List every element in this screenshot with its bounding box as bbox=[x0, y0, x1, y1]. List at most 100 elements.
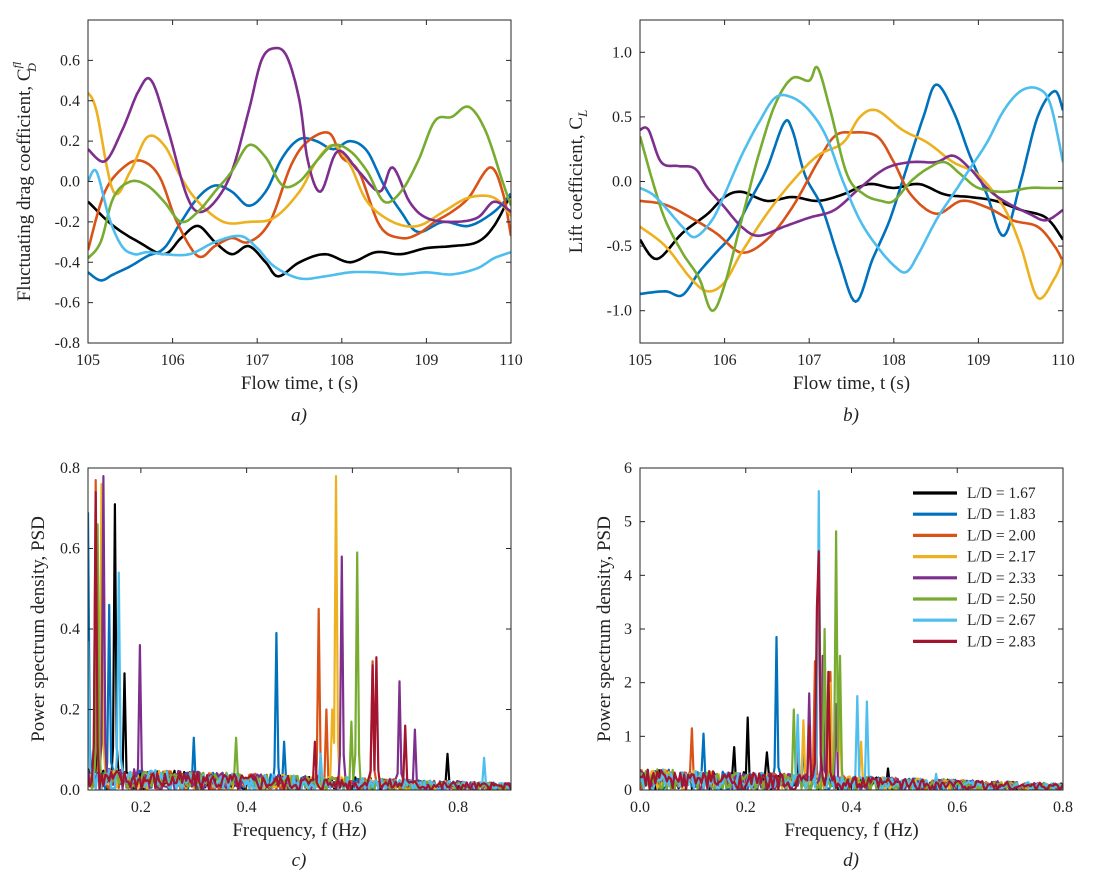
legend-entry-label: L/D = 1.83 bbox=[967, 506, 1036, 523]
y-tick-label: 5 bbox=[624, 514, 632, 531]
legend-entry-label: L/D = 2.17 bbox=[967, 549, 1036, 566]
y-tick-label: 0.5 bbox=[612, 109, 632, 126]
y-tick-label: 6 bbox=[624, 460, 632, 477]
y-tick-label: 1 bbox=[624, 728, 632, 745]
y-tick-label: 4 bbox=[624, 567, 632, 584]
x-tick-label: 110 bbox=[1051, 352, 1074, 369]
series-line-233 bbox=[640, 126, 1063, 238]
y-tick-label: 0 bbox=[624, 782, 632, 799]
series-line-217 bbox=[88, 91, 511, 228]
panel-a: 105 106 107 108 109 110 -0.8 -0.6 -0.4 -0.2 0.0 0.2… bbox=[10, 19, 523, 426]
y-tick-label: 1.0 bbox=[612, 44, 632, 61]
x-tick-label: 108 bbox=[882, 352, 906, 369]
plot-area bbox=[88, 475, 511, 790]
series-line-233 bbox=[640, 654, 1063, 790]
series-line-200 bbox=[640, 660, 1063, 790]
series-line-250 bbox=[640, 65, 1063, 312]
panel-label: b) bbox=[843, 405, 859, 426]
x-axis-label: Flow time, t (s) bbox=[241, 373, 358, 394]
x-tick-label: 109 bbox=[966, 352, 990, 369]
legend-entry-label: L/D = 2.67 bbox=[967, 612, 1036, 629]
y-tick-label: 0.8 bbox=[60, 460, 80, 477]
x-tick-label: 107 bbox=[245, 352, 269, 369]
x-axis-label: Frequency, f (Hz) bbox=[784, 820, 918, 841]
series-line-183 bbox=[640, 83, 1063, 303]
x-tick-label: 105 bbox=[76, 352, 100, 369]
series-line-233 bbox=[88, 475, 511, 790]
x-tick-label: 0.2 bbox=[131, 799, 151, 816]
x-tick-label: 109 bbox=[414, 352, 438, 369]
legend-entry-label: L/D = 1.67 bbox=[967, 485, 1036, 502]
plot-area bbox=[88, 46, 511, 282]
y-tick-label: 0.2 bbox=[60, 133, 80, 150]
x-axis-label: Flow time, t (s) bbox=[793, 373, 910, 394]
legend-entry-label: L/D = 2.00 bbox=[967, 527, 1036, 544]
y-tick-label: 0.4 bbox=[60, 621, 80, 638]
y-axis-label: Power spectrum density, PSD bbox=[28, 516, 49, 742]
x-axis-label: Frequency, f (Hz) bbox=[232, 820, 366, 841]
legend-entry-label: L/D = 2.33 bbox=[967, 570, 1036, 587]
legend-entry-label: L/D = 2.50 bbox=[967, 591, 1036, 608]
legend-box bbox=[905, 478, 1057, 658]
series-line-167 bbox=[88, 503, 511, 790]
series-line-217 bbox=[640, 108, 1063, 301]
y-tick-label: -0.2 bbox=[55, 214, 80, 231]
x-tick-label: 105 bbox=[628, 352, 652, 369]
plot-area bbox=[640, 490, 1063, 790]
series-line-183 bbox=[88, 136, 511, 282]
x-tick-label: 0.0 bbox=[630, 799, 650, 816]
series-line-233 bbox=[88, 46, 511, 224]
x-tick-label: 106 bbox=[713, 352, 737, 369]
x-tick-label: 0.4 bbox=[842, 799, 862, 816]
panel-c: 0.2 0.4 0.6 0.8 0.0 0.2 0.4 0.6 0.8 Frequency, f … bbox=[28, 460, 512, 871]
y-tick-label: -0.8 bbox=[55, 335, 80, 352]
series-line-250 bbox=[88, 523, 511, 790]
panel-d: 0.0 0.2 0.4 0.6 0.8 0 1 2 3 4 5 6 Frequency, f (Hz) P… bbox=[594, 460, 1073, 871]
axes-frame bbox=[87, 467, 512, 791]
x-tick-label: 0.6 bbox=[342, 799, 362, 816]
y-tick-label: 0.0 bbox=[60, 782, 80, 799]
y-tick-label: 0.0 bbox=[612, 174, 632, 191]
y-tick-label: 0.6 bbox=[60, 541, 80, 558]
legend: L/D = 1.67 L/D = 1.83 L/D = 2.00 L/D = 2.17… bbox=[905, 478, 1057, 658]
series-line-183 bbox=[88, 512, 511, 790]
x-tick-label: 0.4 bbox=[237, 799, 257, 816]
series-line-200 bbox=[88, 131, 511, 259]
y-tick-label: 2 bbox=[624, 675, 632, 692]
series-line-250 bbox=[88, 105, 511, 260]
x-tick-label: 0.6 bbox=[947, 799, 967, 816]
panel-label: a) bbox=[291, 405, 307, 426]
y-tick-label: -0.5 bbox=[607, 238, 632, 255]
panel-b: 105 106 107 108 109 110 -1.0 -0.5 0.0 0.5 1.0 Flow … bbox=[566, 19, 1075, 426]
y-tick-label: 0.6 bbox=[60, 52, 80, 69]
y-tick-label: -0.6 bbox=[55, 295, 80, 312]
series-line-200 bbox=[640, 131, 1063, 263]
series-line-283 bbox=[640, 550, 1063, 790]
plot-area bbox=[640, 65, 1063, 312]
series-line-217 bbox=[88, 475, 511, 790]
series-line-267 bbox=[640, 86, 1063, 274]
x-tick-label: 0.2 bbox=[736, 799, 756, 816]
y-axis-label: Power spectrum density, PSD bbox=[594, 516, 615, 742]
series-line-267 bbox=[88, 168, 511, 281]
panel-label: d) bbox=[843, 850, 859, 871]
y-tick-label: 0.4 bbox=[60, 93, 80, 110]
y-axis-label: Fluctuating drag coefficient, CflD bbox=[10, 61, 39, 301]
series-line-167 bbox=[640, 182, 1063, 261]
y-tick-label: 0.0 bbox=[60, 174, 80, 191]
x-tick-label: 108 bbox=[330, 352, 354, 369]
x-tick-label: 106 bbox=[161, 352, 185, 369]
series-line-200 bbox=[88, 479, 511, 790]
x-tick-label: 107 bbox=[797, 352, 821, 369]
x-tick-label: 0.8 bbox=[448, 799, 468, 816]
series-line-183 bbox=[640, 635, 1063, 790]
y-tick-label: 3 bbox=[624, 621, 632, 638]
legend-entry-label: L/D = 2.83 bbox=[967, 633, 1036, 650]
y-axis-label: Lift coefficient, CL bbox=[566, 110, 590, 254]
y-tick-label: 0.2 bbox=[60, 702, 80, 719]
y-tick-label: -1.0 bbox=[607, 303, 632, 320]
y-tick-label: -0.4 bbox=[55, 254, 80, 271]
series-line-283 bbox=[88, 491, 511, 790]
panel-label: c) bbox=[292, 850, 307, 871]
